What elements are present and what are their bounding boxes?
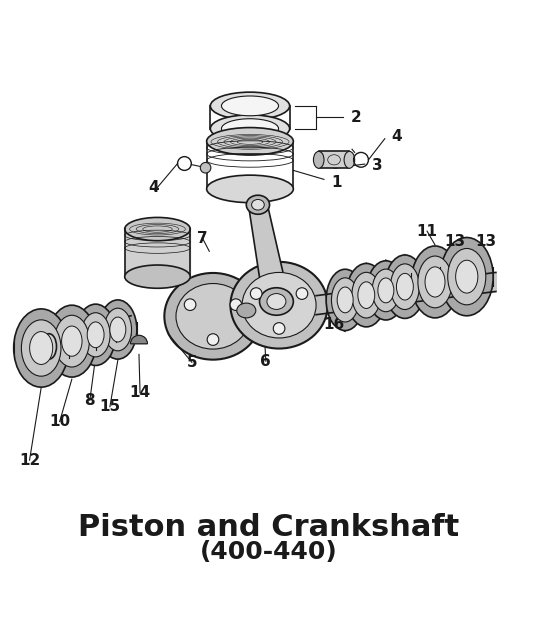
Ellipse shape	[331, 278, 359, 322]
Ellipse shape	[21, 320, 61, 376]
Ellipse shape	[448, 248, 486, 305]
Wedge shape	[130, 335, 148, 344]
Text: 3: 3	[372, 157, 382, 173]
Circle shape	[207, 333, 219, 346]
Ellipse shape	[76, 304, 115, 365]
Ellipse shape	[13, 309, 69, 387]
Text: 14: 14	[129, 385, 150, 401]
Ellipse shape	[87, 322, 104, 348]
Text: 10: 10	[49, 414, 70, 429]
Ellipse shape	[242, 273, 316, 338]
Text: Piston and Crankshaft: Piston and Crankshaft	[78, 513, 459, 541]
Circle shape	[296, 288, 308, 300]
Ellipse shape	[367, 260, 405, 320]
Text: 16: 16	[323, 317, 344, 332]
Ellipse shape	[418, 256, 452, 308]
Text: 4: 4	[148, 180, 158, 195]
Ellipse shape	[372, 269, 400, 312]
Text: 5: 5	[186, 355, 197, 370]
Ellipse shape	[221, 96, 279, 116]
Ellipse shape	[390, 264, 419, 310]
Ellipse shape	[385, 255, 425, 319]
Ellipse shape	[358, 282, 375, 308]
Polygon shape	[249, 205, 289, 301]
Ellipse shape	[47, 305, 96, 377]
Text: 9: 9	[352, 287, 362, 302]
Ellipse shape	[411, 246, 459, 318]
Ellipse shape	[62, 326, 82, 356]
Ellipse shape	[207, 175, 293, 203]
Text: 17: 17	[366, 275, 387, 289]
Circle shape	[250, 288, 262, 300]
Ellipse shape	[99, 300, 137, 359]
Ellipse shape	[81, 313, 110, 357]
Text: 9: 9	[390, 275, 401, 289]
Circle shape	[273, 323, 285, 334]
Text: 7: 7	[197, 230, 208, 246]
Ellipse shape	[425, 267, 445, 297]
Ellipse shape	[440, 237, 493, 316]
Text: 15: 15	[99, 399, 120, 414]
Ellipse shape	[314, 151, 324, 168]
Ellipse shape	[267, 294, 286, 309]
Text: 8: 8	[84, 393, 95, 408]
Ellipse shape	[164, 273, 262, 360]
Ellipse shape	[207, 127, 293, 155]
Ellipse shape	[104, 308, 132, 351]
Ellipse shape	[246, 195, 270, 214]
Ellipse shape	[378, 278, 394, 303]
Text: 1: 1	[331, 175, 342, 190]
Ellipse shape	[30, 332, 53, 364]
Text: 12: 12	[19, 452, 40, 468]
Circle shape	[200, 163, 211, 173]
Ellipse shape	[251, 200, 264, 210]
Ellipse shape	[230, 262, 328, 349]
Ellipse shape	[237, 303, 256, 318]
Text: 2: 2	[351, 109, 361, 125]
Circle shape	[230, 299, 242, 310]
Text: 6: 6	[260, 354, 271, 369]
Bar	[319, 151, 350, 168]
Ellipse shape	[456, 260, 478, 293]
Ellipse shape	[221, 119, 279, 138]
Circle shape	[184, 299, 196, 310]
Ellipse shape	[337, 287, 353, 313]
Ellipse shape	[42, 333, 56, 359]
Text: 4: 4	[391, 129, 402, 143]
Ellipse shape	[125, 265, 190, 288]
Ellipse shape	[125, 218, 190, 241]
Ellipse shape	[344, 151, 354, 168]
Text: 13: 13	[476, 234, 497, 249]
Ellipse shape	[110, 317, 126, 342]
Text: (400-440): (400-440)	[200, 540, 337, 564]
Ellipse shape	[396, 273, 413, 300]
Ellipse shape	[211, 115, 289, 142]
Ellipse shape	[54, 316, 89, 367]
Text: 11: 11	[417, 224, 438, 239]
Ellipse shape	[326, 269, 364, 331]
Ellipse shape	[346, 264, 387, 327]
Ellipse shape	[176, 284, 250, 349]
Ellipse shape	[211, 92, 289, 120]
Ellipse shape	[259, 288, 293, 316]
Text: 13: 13	[444, 234, 465, 249]
Ellipse shape	[352, 272, 381, 318]
